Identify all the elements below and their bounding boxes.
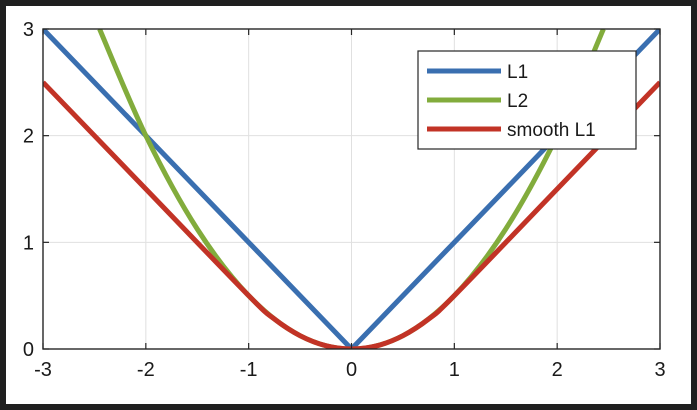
series-line-smooth-l1 <box>43 80 660 349</box>
x-tick-label-2: -1 <box>240 359 258 381</box>
legend-label-0: L1 <box>507 62 528 83</box>
x-tick-label-1: -2 <box>137 359 155 381</box>
x-tick-label-0: -3 <box>34 359 52 381</box>
x-tick-label-4: 1 <box>449 359 460 381</box>
x-tick-label-6: 3 <box>654 359 665 381</box>
tick-labels: -3 -2 -1 0 1 2 3 0 1 2 3 <box>23 19 666 381</box>
axis-ticks <box>42 28 661 350</box>
series-line-l2 <box>97 29 606 349</box>
y-tick-label-3: 3 <box>23 19 34 41</box>
y-tick-label-1: 1 <box>23 232 34 254</box>
y-tick-label-2: 2 <box>23 126 34 148</box>
legend: L1 L2 smooth L1 <box>417 50 637 150</box>
x-tick-label-5: 2 <box>552 359 563 381</box>
x-tick-label-3: 0 <box>346 359 357 381</box>
y-tick-label-0: 0 <box>23 339 34 361</box>
legend-label-2: smooth L1 <box>507 120 596 141</box>
legend-label-1: L2 <box>507 91 528 112</box>
